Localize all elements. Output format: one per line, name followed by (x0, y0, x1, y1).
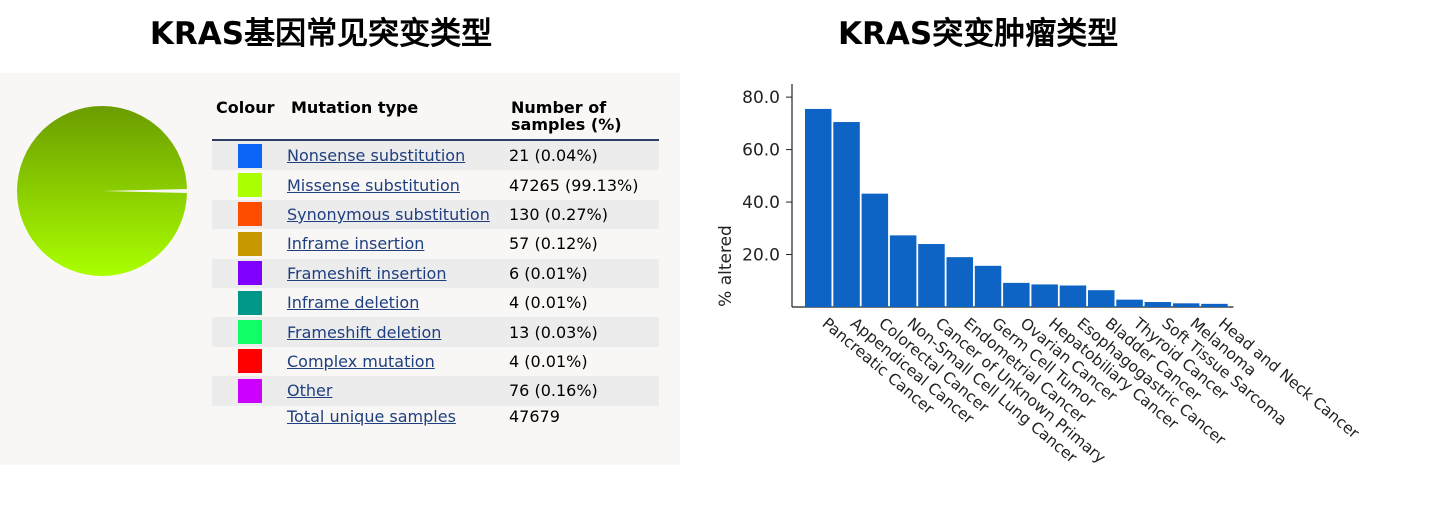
y-tick-label: 80.0 (742, 88, 780, 108)
mutation-row: Complex mutation 4 (0.01%) (212, 347, 659, 376)
mutation-table-body: Nonsense substitution 21 (0.04%) Missense … (212, 140, 659, 428)
mutation-sample-count: 4 (0.01%) (509, 293, 588, 313)
mutation-colour-swatch (237, 261, 262, 286)
bar (1172, 303, 1200, 307)
mutation-sample-count: 13 (0.03%) (509, 322, 598, 342)
header-samples-line1: Number of (511, 98, 607, 117)
mutation-sample-count: 21 (0.04%) (509, 146, 598, 166)
bar (805, 108, 832, 308)
mutation-sample-count: 6 (0.01%) (509, 263, 588, 283)
mutation-colour-swatch (237, 290, 262, 315)
mutation-sample-count: 47265 (99.13%) (509, 175, 639, 195)
bar (1201, 303, 1228, 307)
mutation-colour-swatch (237, 349, 262, 374)
pie-slice-minor (102, 189, 187, 193)
bar (1144, 302, 1172, 307)
mutation-sample-count: 130 (0.27%) (509, 204, 608, 224)
bar (974, 265, 1002, 307)
mutation-pie-chart (17, 106, 187, 276)
mutation-colour-swatch (237, 173, 262, 198)
mutation-type-link[interactable]: Nonsense substitution (287, 146, 466, 166)
mutation-table: Colour Mutation type Number of samples (… (212, 96, 659, 428)
y-tick-label: 20.0 (742, 246, 780, 266)
mutation-row: Frameshift insertion 6 (0.01%) (212, 258, 659, 288)
bar (1003, 282, 1030, 307)
bar (1059, 285, 1087, 307)
header-colour: Colour (216, 98, 275, 117)
mutation-row: Synonymous substitution 130 (0.27%) (212, 199, 659, 230)
bar (1031, 284, 1058, 307)
mutation-type-link[interactable]: Complex mutation (287, 351, 435, 371)
bars (805, 108, 1228, 308)
total-row: Total unique samples 47679 (212, 406, 659, 428)
tumor-type-bar-chart: 20.0 40.0 60.0 80.0 Pancreatic CancerAppend… (716, 84, 1363, 467)
mutation-type-link[interactable]: Frameshift deletion (287, 322, 442, 342)
y-axis: 20.0 40.0 60.0 80.0 (742, 84, 1234, 308)
mutation-colour-swatch (237, 143, 262, 168)
mutation-colour-swatch (237, 202, 262, 227)
bar (946, 257, 973, 307)
mutation-row: Missense substitution 47265 (99.13%) (212, 170, 659, 199)
total-unique-samples-value: 47679 (509, 407, 560, 427)
bar (833, 122, 860, 308)
bar (918, 244, 945, 307)
y-tick-label: 40.0 (742, 193, 780, 213)
mutation-type-link[interactable]: Inframe deletion (287, 293, 420, 313)
header-mutation-type: Mutation type (291, 98, 419, 117)
header-samples-line2: samples (%) (511, 115, 622, 134)
mutation-sample-count: 4 (0.01%) (509, 351, 588, 371)
mutation-row: Nonsense substitution 21 (0.04%) (212, 140, 659, 171)
mutation-type-link[interactable]: Synonymous substitution (287, 204, 490, 224)
mutation-row: Frameshift deletion 13 (0.03%) (212, 317, 659, 347)
mutation-colour-swatch (237, 320, 262, 345)
mutation-type-link[interactable]: Inframe insertion (287, 234, 425, 254)
mutation-sample-count: 57 (0.12%) (509, 234, 598, 254)
mutation-colour-swatch (237, 231, 262, 256)
total-swatch-cell (212, 406, 287, 428)
right-title: KRAS突变肿瘤类型 (838, 16, 1119, 52)
bar (1088, 290, 1115, 307)
mutation-row: Inframe deletion 4 (0.01%) (212, 288, 659, 317)
bar (861, 193, 889, 307)
left-title: KRAS基因常见突变类型 (149, 16, 493, 52)
mutation-row: Inframe insertion 57 (0.12%) (212, 229, 659, 258)
total-unique-samples-link[interactable]: Total unique samples (287, 407, 456, 427)
bar (1116, 299, 1143, 307)
bar (889, 235, 917, 307)
mutation-type-link[interactable]: Other (287, 381, 333, 401)
y-tick-label: 60.0 (742, 141, 780, 161)
header-samples: Number of samples (%) (509, 96, 659, 140)
y-axis-label: % altered (716, 225, 736, 307)
mutation-row: Other 76 (0.16%) (212, 376, 659, 406)
mutation-sample-count: 76 (0.16%) (509, 381, 598, 401)
mutation-colour-swatch (237, 378, 262, 403)
mutation-type-link[interactable]: Missense substitution (287, 175, 460, 195)
mutation-type-link[interactable]: Frameshift insertion (287, 263, 447, 283)
